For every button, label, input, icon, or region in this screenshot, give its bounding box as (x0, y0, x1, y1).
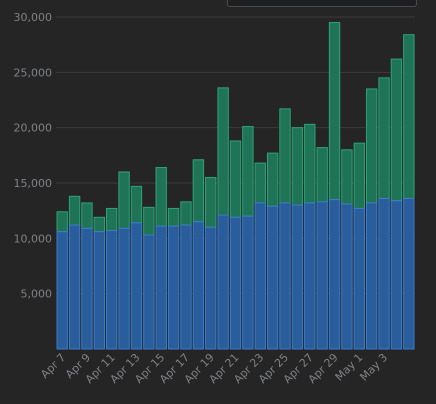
bar-segment-lower[interactable] (266, 205, 279, 350)
bar-segment-lower[interactable] (304, 202, 316, 350)
bar-segment-upper[interactable] (316, 147, 328, 203)
bar-segment-upper[interactable] (304, 123, 316, 204)
bar-segment-lower[interactable] (403, 197, 415, 350)
bar-segment-upper[interactable] (167, 207, 180, 227)
bar-segment-upper[interactable] (242, 126, 254, 217)
bar-segment-upper[interactable] (353, 142, 365, 209)
bar-segment-upper[interactable] (155, 167, 167, 227)
bar-segment-upper[interactable] (143, 206, 155, 236)
bar-segment-lower[interactable] (68, 224, 81, 350)
y-tick-label: 15,000 (14, 177, 53, 190)
bar-segment-upper[interactable] (328, 22, 341, 201)
x-tick-label: May 3 (357, 351, 390, 384)
bar-segment-lower[interactable] (229, 216, 242, 350)
bar-segment-lower[interactable] (328, 199, 341, 350)
bar-segment-upper[interactable] (217, 87, 229, 216)
bar-segment-upper[interactable] (130, 185, 143, 224)
bar-segment-lower[interactable] (242, 215, 254, 350)
bar-segment-lower[interactable] (93, 231, 106, 350)
bar-segment-upper[interactable] (192, 159, 205, 223)
bar-segment-upper[interactable] (254, 162, 266, 204)
bar-segment-upper[interactable] (403, 34, 415, 199)
y-tick-label: 5,000 (21, 288, 53, 301)
bar-segment-upper[interactable] (56, 211, 68, 233)
y-tick-label: 10,000 (14, 232, 53, 245)
bar-segment-lower[interactable] (167, 225, 180, 350)
bar-segment-lower[interactable] (341, 203, 353, 350)
bar-segment-upper[interactable] (180, 201, 192, 226)
bar-segment-lower[interactable] (378, 197, 390, 350)
bar-segment-lower[interactable] (180, 224, 192, 350)
bar-segment-lower[interactable] (192, 221, 205, 350)
y-tick-label: 20,000 (14, 122, 53, 135)
bar-segment-upper[interactable] (81, 202, 93, 229)
bar-segment-lower[interactable] (106, 230, 118, 350)
legend-box (227, 0, 417, 7)
bar-segment-lower[interactable] (365, 202, 378, 350)
bar-segment-lower[interactable] (56, 231, 68, 350)
bar-segment-upper[interactable] (106, 207, 118, 232)
bar-segment-lower[interactable] (390, 200, 403, 350)
bar-segment-upper[interactable] (341, 149, 353, 205)
y-tick-label: 30,000 (14, 11, 53, 24)
bar-segment-lower[interactable] (130, 222, 143, 350)
bar-segment-lower[interactable] (291, 204, 304, 350)
bar-segment-upper[interactable] (291, 127, 304, 206)
bar-segment-upper[interactable] (390, 58, 403, 202)
bar-segment-upper[interactable] (266, 152, 279, 207)
bar-segment-lower[interactable] (143, 234, 155, 350)
bar-segment-lower[interactable] (353, 207, 365, 350)
bar-segment-lower[interactable] (316, 201, 328, 350)
bar-segment-upper[interactable] (205, 176, 217, 228)
bar-segment-upper[interactable] (279, 108, 291, 204)
bar-segment-upper[interactable] (93, 216, 106, 233)
bar-segment-upper[interactable] (365, 88, 378, 204)
bar-segment-lower[interactable] (118, 227, 130, 350)
bar-segment-lower[interactable] (254, 202, 266, 350)
bar-segment-lower[interactable] (217, 214, 229, 350)
y-tick-label: 25,000 (14, 66, 53, 79)
bars-layer (56, 22, 415, 350)
bar-segment-upper[interactable] (378, 77, 390, 199)
bar-segment-lower[interactable] (155, 225, 167, 350)
bar-segment-upper[interactable] (229, 140, 242, 218)
bar-segment-lower[interactable] (205, 226, 217, 350)
bar-segment-upper[interactable] (68, 195, 81, 226)
bar-segment-lower[interactable] (279, 202, 291, 350)
bar-segment-upper[interactable] (118, 171, 130, 229)
y-axis-ticks: 5,000 10,000 15,000 20,000 25,000 30,000 (14, 11, 53, 301)
bar-segment-lower[interactable] (81, 227, 93, 350)
x-tick-label: Apr 7 (38, 351, 68, 381)
